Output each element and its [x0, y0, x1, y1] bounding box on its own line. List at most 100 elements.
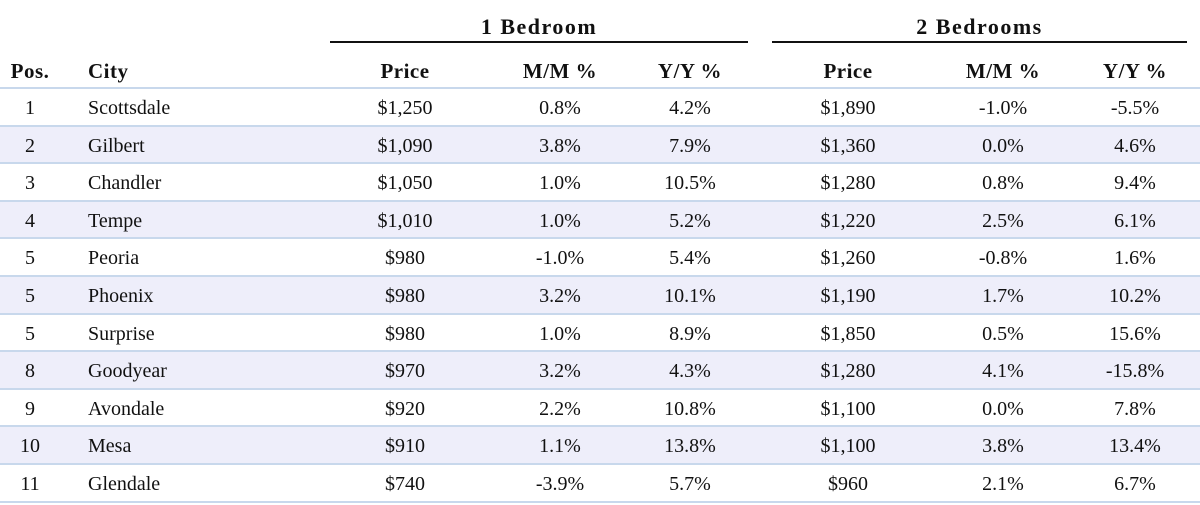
- header-row: [0, 50, 1200, 89]
- column-header: Y/Y %: [1102, 59, 1168, 83]
- table-cell: $1,190: [820, 285, 876, 307]
- table-cell: $970: [385, 360, 425, 383]
- table-cell: 1.0%: [539, 322, 581, 345]
- table-cell: 4: [25, 209, 35, 232]
- table-row: [0, 277, 1200, 315]
- table-cell: 10.8%: [664, 397, 716, 420]
- table-cell: 0.5%: [982, 322, 1024, 345]
- column-header: Price: [823, 59, 873, 83]
- table-cell: $980: [385, 247, 425, 270]
- table-cell: 3.8%: [982, 435, 1024, 458]
- group-rule: [330, 41, 748, 43]
- table-row: [0, 465, 1200, 503]
- group-rule: [772, 41, 1187, 43]
- table-cell: Scottsdale: [88, 97, 171, 119]
- group-header: 2 Bedrooms: [916, 14, 1043, 39]
- column-header: Pos.: [10, 59, 50, 83]
- table-row: [0, 352, 1200, 390]
- table-cell: 2.2%: [539, 397, 581, 420]
- table-cell: 5: [25, 285, 35, 307]
- table-cell: 4.3%: [669, 360, 711, 383]
- table-cell: $1,280: [820, 360, 876, 383]
- table-cell: 1.1%: [539, 435, 581, 458]
- table-cell: $1,100: [820, 435, 876, 458]
- table-cell: 4.6%: [1114, 134, 1156, 157]
- table-cell: -15.8%: [1105, 360, 1165, 383]
- table-cell: Goodyear: [88, 360, 167, 383]
- table-cell: 8.9%: [669, 322, 711, 345]
- table-cell: 1.6%: [1114, 247, 1156, 270]
- table-cell: 8: [25, 360, 35, 383]
- table-cell: $980: [385, 285, 425, 307]
- table-cell: Avondale: [88, 397, 165, 420]
- table-cell: Tempe: [88, 209, 143, 232]
- table-cell: 0.8%: [539, 97, 581, 119]
- table-cell: Glendale: [88, 473, 161, 495]
- table-cell: -1.0%: [535, 247, 585, 270]
- table-cell: 2.5%: [982, 209, 1024, 232]
- table-cell: 3: [25, 172, 35, 195]
- table-cell: 1: [25, 97, 35, 119]
- table-cell: 7.8%: [1114, 397, 1156, 420]
- table-cell: Peoria: [88, 247, 140, 270]
- column-header: Y/Y %: [657, 59, 723, 83]
- table-cell: 13.8%: [664, 435, 716, 458]
- table-cell: $1,010: [377, 209, 433, 232]
- column-header: City: [88, 59, 129, 83]
- table-row: [0, 164, 1200, 202]
- column-header: M/M %: [965, 59, 1041, 83]
- table-cell: -1.0%: [978, 97, 1028, 119]
- table-cell: 10.2%: [1109, 285, 1161, 307]
- column-header: M/M %: [522, 59, 598, 83]
- table-cell: Gilbert: [88, 134, 145, 157]
- table-cell: 3.2%: [539, 285, 581, 307]
- table-cell: $980: [385, 322, 425, 345]
- table-cell: 3.2%: [539, 360, 581, 383]
- table-cell: $1,090: [377, 134, 433, 157]
- table-row: [0, 239, 1200, 277]
- table-cell: 5: [25, 247, 35, 270]
- table-cell: 1.0%: [539, 172, 581, 195]
- table-cell: 10: [20, 435, 40, 458]
- table-cell: 7.9%: [669, 134, 711, 157]
- table-cell: $1,890: [820, 97, 876, 119]
- table-cell: 0.8%: [982, 172, 1024, 195]
- table-cell: 4.2%: [669, 97, 711, 119]
- table-cell: 5.2%: [669, 209, 711, 232]
- table-cell: Mesa: [88, 435, 132, 458]
- table-cell: 1.0%: [539, 209, 581, 232]
- table-cell: -5.5%: [1110, 97, 1160, 119]
- table-cell: $1,250: [377, 97, 433, 119]
- table-row: [0, 427, 1200, 465]
- table-row: [0, 126, 1200, 165]
- table-cell: 6.7%: [1114, 473, 1156, 495]
- table-cell: 9.4%: [1114, 172, 1156, 195]
- table-cell: 2: [25, 134, 35, 157]
- table-cell: $1,220: [820, 209, 876, 232]
- table-cell: $1,100: [820, 397, 876, 420]
- table-cell: 9: [25, 397, 35, 420]
- table-cell: Surprise: [88, 322, 155, 345]
- column-header: Price: [380, 59, 430, 83]
- table-cell: $1,280: [820, 172, 876, 195]
- table-row: [0, 201, 1200, 240]
- table-row: [0, 89, 1200, 127]
- table-cell: $1,850: [820, 322, 876, 345]
- table-cell: $740: [385, 473, 425, 495]
- table-cell: 10.1%: [664, 285, 716, 307]
- table-cell: Phoenix: [88, 285, 154, 307]
- group-header: 1 Bedroom: [480, 14, 598, 39]
- table-cell: 6.1%: [1114, 209, 1156, 232]
- table-cell: 4.1%: [982, 360, 1024, 383]
- table-cell: $910: [385, 435, 425, 458]
- table-cell: Chandler: [88, 172, 162, 195]
- table-cell: 0.0%: [982, 397, 1024, 420]
- table-cell: 13.4%: [1109, 435, 1161, 458]
- table-cell: $1,050: [377, 172, 433, 195]
- table-cell: 0.0%: [982, 134, 1024, 157]
- table-cell: $1,360: [820, 134, 876, 157]
- table-cell: -0.8%: [978, 247, 1028, 270]
- table-cell: 10.5%: [664, 172, 716, 195]
- table-cell: 15.6%: [1109, 322, 1161, 345]
